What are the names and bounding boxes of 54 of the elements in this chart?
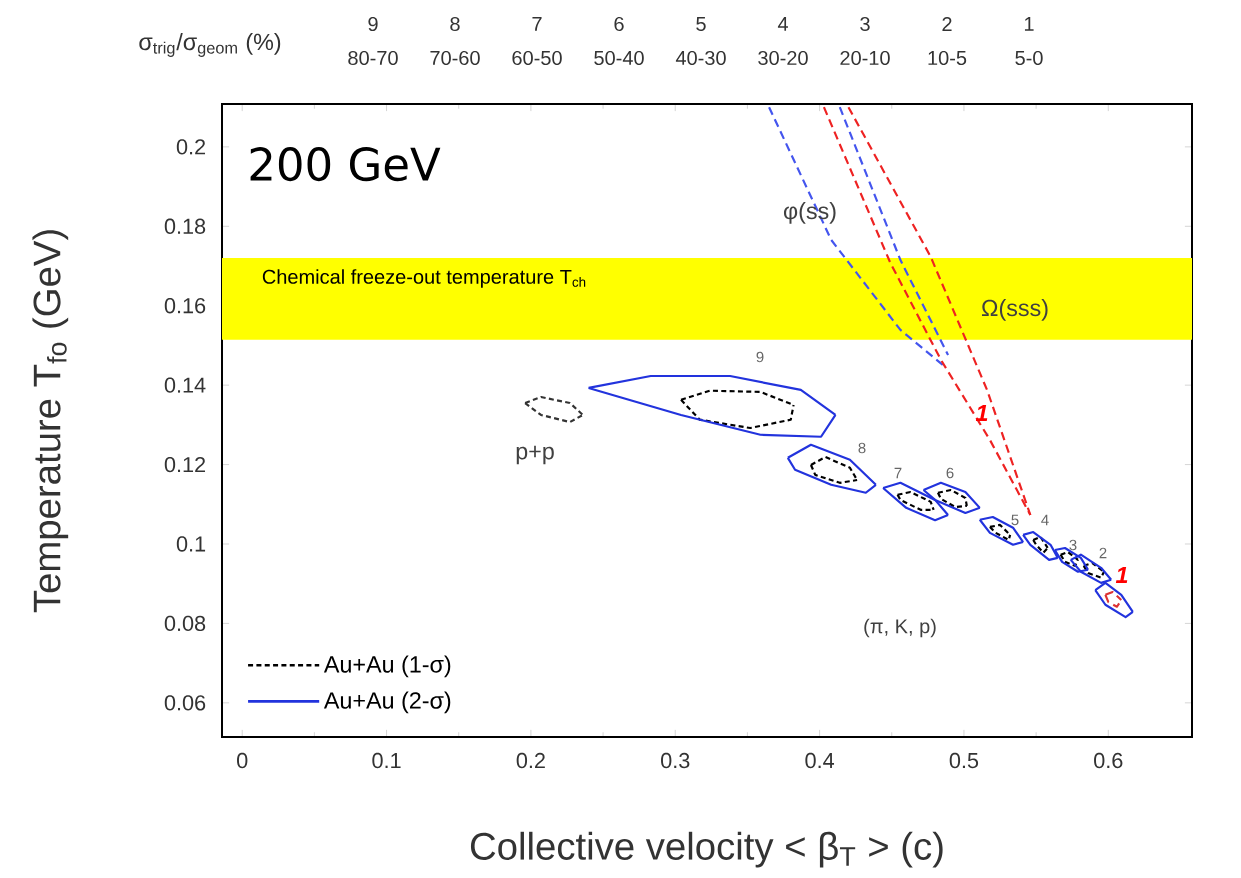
annotation: 1 (975, 404, 988, 422)
text: 3 (860, 16, 870, 32)
x-tick-label: 0.6 (1094, 752, 1123, 769)
text: 7 (532, 17, 542, 31)
text: 40-30 (675, 50, 726, 66)
annotation: φ(ss) (783, 202, 836, 224)
y-tick-label: 0.18 (164, 218, 206, 234)
annotation: 200 GeV (250, 147, 441, 182)
text: 6 (614, 16, 624, 32)
text: 70-60 (430, 50, 480, 66)
y-tick-label: 0.06 (164, 695, 206, 711)
legend-label: Au+Au (1-σ) (323, 655, 451, 678)
annotation: (π, K, p) (864, 618, 936, 638)
text: 8 (450, 16, 460, 32)
annotation: 4 (1041, 514, 1049, 526)
x-axis-title: Collective velocity < β$_{T}$ > (c) (470, 831, 943, 868)
text: 5 (696, 17, 706, 31)
annotation: 2 (1099, 547, 1107, 559)
annotation: Ω(sss) (982, 299, 1048, 321)
y-tick-label: 0.14 (164, 377, 206, 393)
y-tick-label: 0.08 (164, 615, 206, 632)
text: 9 (368, 16, 378, 32)
text: 4 (777, 17, 788, 31)
text: 60-50 (512, 50, 562, 66)
annotation: 6 (946, 467, 954, 479)
x-tick-label: 0.1 (372, 752, 401, 769)
text: 50-40 (594, 50, 644, 66)
annotation: 5 (1011, 514, 1019, 526)
annotation: 8 (858, 442, 866, 454)
text: 5-0 (1015, 50, 1043, 66)
text: 2 (942, 17, 952, 31)
y-tick-label: 0.1 (176, 536, 206, 552)
annotation: p+p (516, 445, 554, 465)
text: 80-70 (348, 50, 398, 66)
annotation: 9 (756, 351, 764, 363)
y-tick-label: 0.16 (164, 298, 206, 314)
annotation: 3 (1069, 539, 1077, 551)
text: σ$_{trig}$/σ$_{geom}$ (%) (139, 33, 281, 57)
legend-label: Au+Au (2-σ) (323, 691, 451, 714)
text: 10-5 (928, 50, 967, 66)
x-tick-label: 0.2 (516, 752, 545, 769)
x-tick-label: 0.5 (949, 752, 979, 769)
y-tick-label: 0.12 (164, 456, 206, 473)
y-axis-title: Temperature T$_{fo}$ (GeV) (32, 230, 69, 613)
text: 20-10 (840, 50, 890, 66)
x-tick-label: 0.4 (805, 752, 835, 769)
text: 1 (1024, 17, 1034, 31)
text: 30-20 (758, 50, 808, 66)
x-tick-label: 0 (237, 752, 248, 769)
y-tick-label: 0.2 (176, 139, 206, 155)
annotation: 7 (894, 467, 902, 479)
annotation: 1 (1115, 566, 1128, 584)
x-tick-label: 0.3 (661, 752, 690, 769)
band-label: Chemical freeze-out temperature T$_{ch}$ (262, 269, 586, 288)
